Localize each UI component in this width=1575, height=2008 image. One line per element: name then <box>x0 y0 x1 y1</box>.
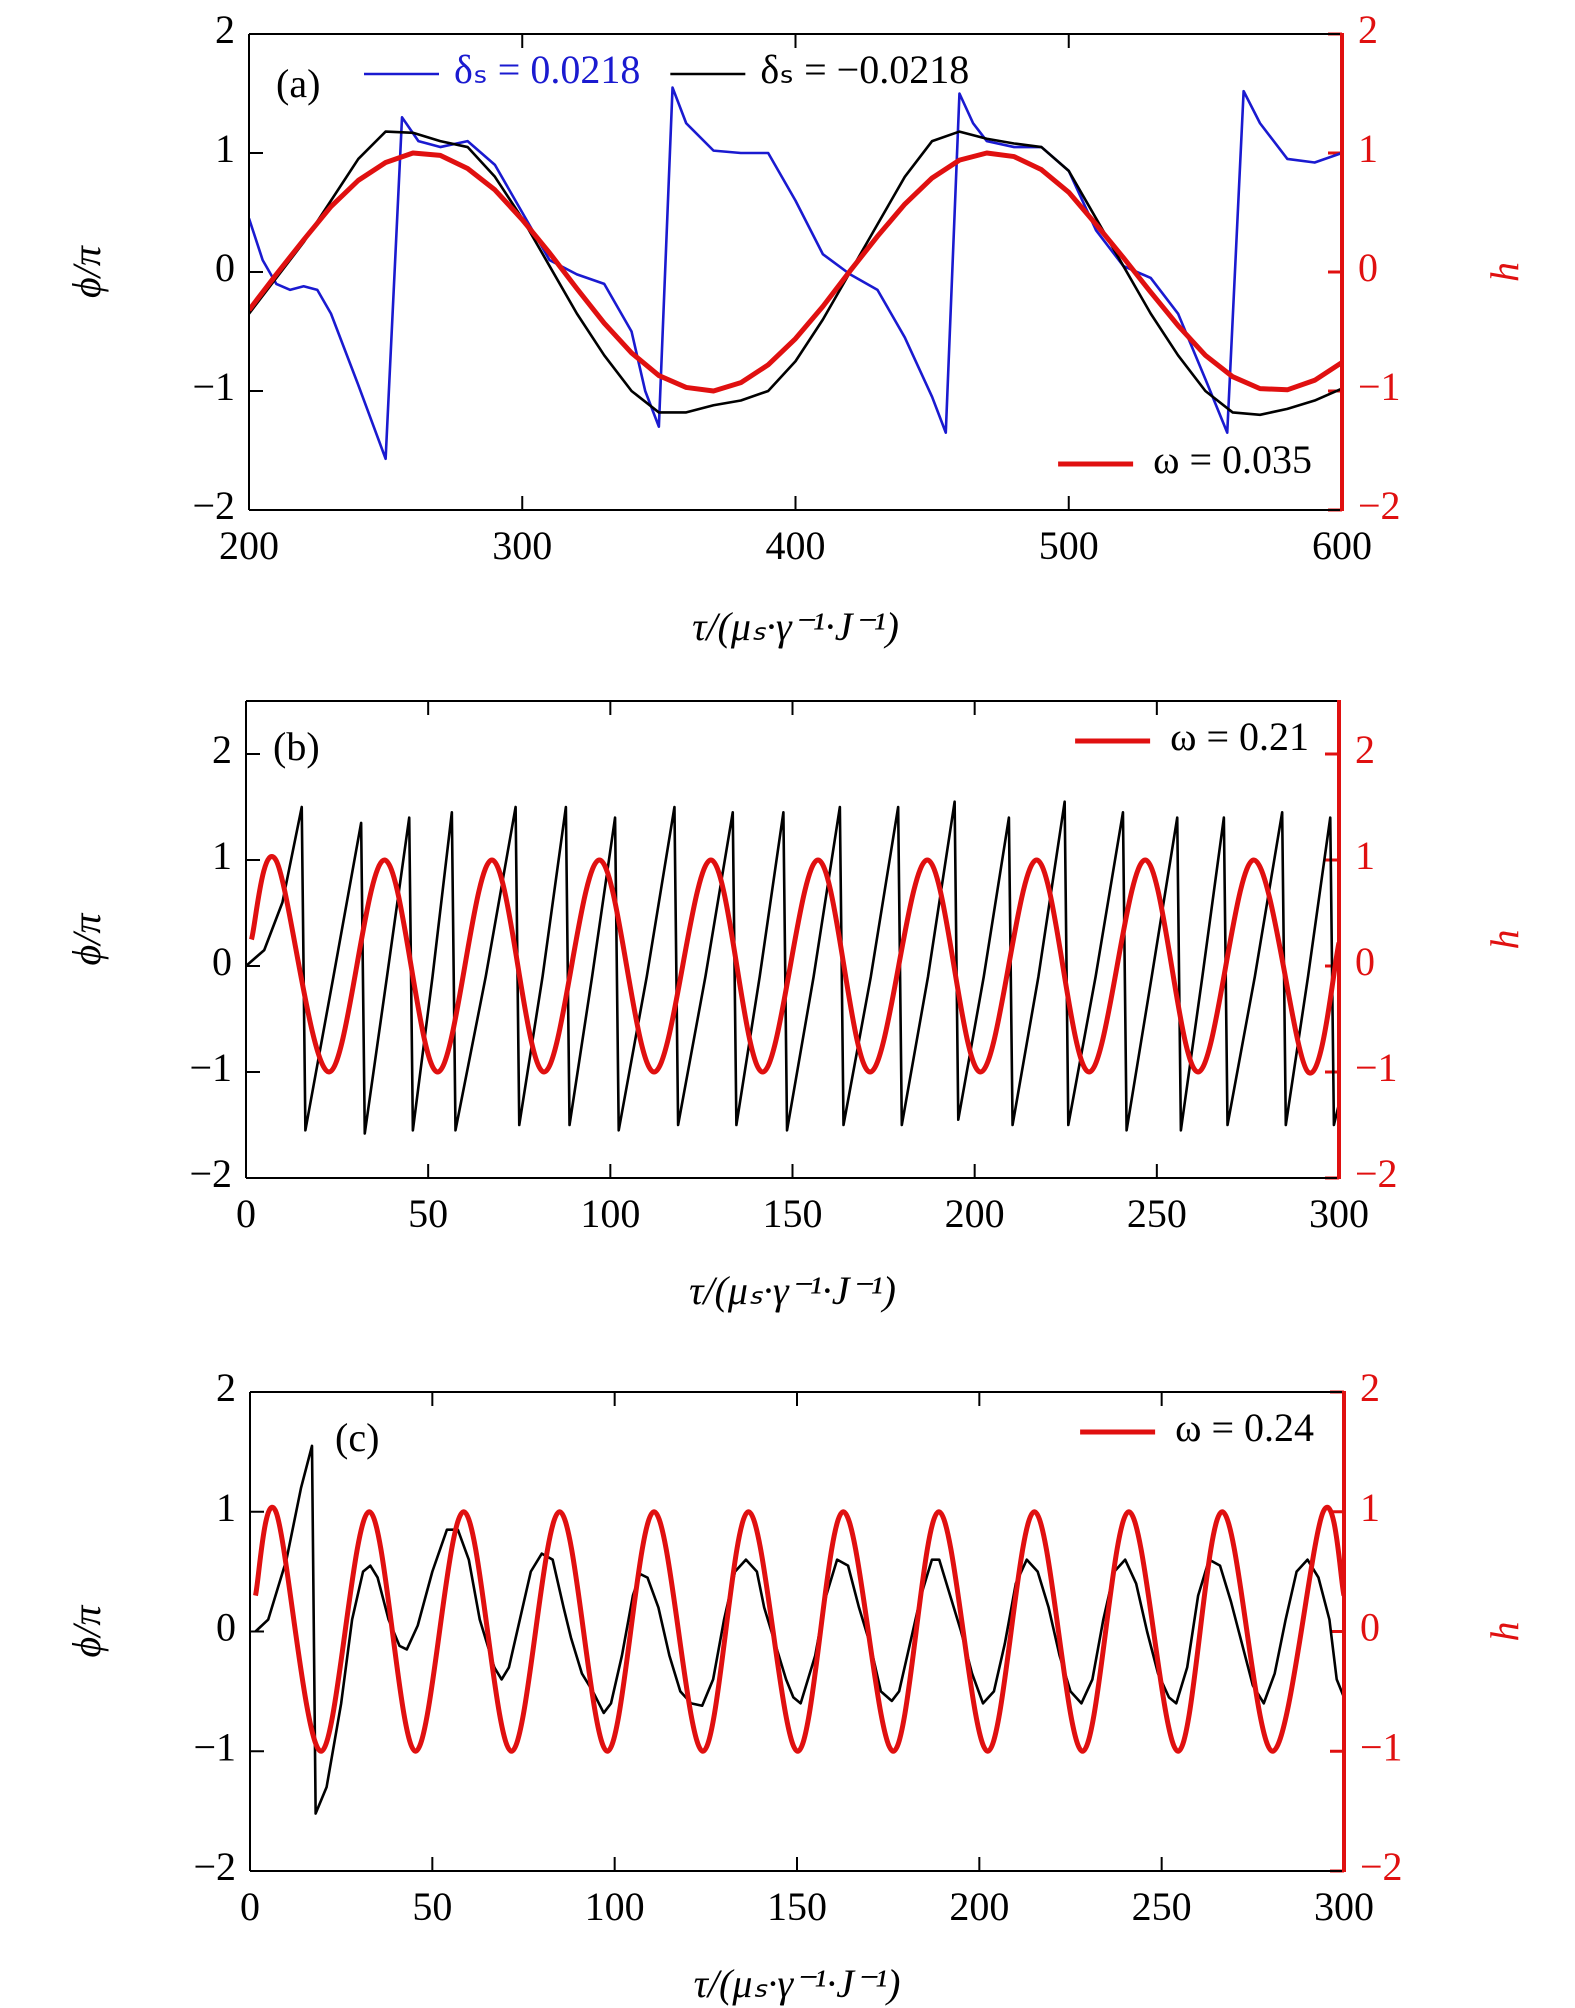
y-tick-label: 1 <box>216 1485 236 1530</box>
y2-tick-label: −1 <box>1360 1724 1403 1769</box>
x-tick-label: 0 <box>240 1884 260 1929</box>
x-tick-label: 50 <box>412 1884 452 1929</box>
series-line <box>249 130 1342 417</box>
y2-tick-label: 0 <box>1360 1605 1380 1650</box>
x-tick-label: 250 <box>1127 1191 1187 1236</box>
panel-label: (c) <box>335 1415 379 1460</box>
x-tick-label: 400 <box>766 523 826 568</box>
legend-label: ω = 0.21 <box>1170 714 1309 759</box>
x-tick-label: 200 <box>219 523 279 568</box>
y-tick-label: 2 <box>212 727 232 772</box>
y-axis-label: ϕ/π <box>64 1605 109 1658</box>
y2-axis-label: h <box>1482 930 1527 950</box>
y2-axis-label: h <box>1482 262 1527 282</box>
y-tick-label: 2 <box>215 7 235 52</box>
y2-tick-label: 1 <box>1360 1485 1380 1530</box>
x-tick-label: 100 <box>580 1191 640 1236</box>
x-tick-label: 300 <box>1309 1191 1369 1236</box>
panel-label: (a) <box>276 61 320 106</box>
x-tick-label: 200 <box>949 1884 1009 1929</box>
x-tick-label: 150 <box>767 1884 827 1929</box>
x-tick-label: 300 <box>1314 1884 1374 1929</box>
y-tick-label: 0 <box>212 939 232 984</box>
legend-label: ω = 0.24 <box>1175 1405 1314 1450</box>
y-tick-label: 0 <box>216 1605 236 1650</box>
y-axis-label: ϕ/π <box>64 245 109 298</box>
x-tick-label: 100 <box>585 1884 645 1929</box>
y-tick-label: −1 <box>193 1724 236 1769</box>
series-line <box>254 1444 1344 1815</box>
series-line <box>253 1505 1344 1754</box>
y-tick-label: −2 <box>189 1151 232 1196</box>
y-tick-label: −1 <box>189 1045 232 1090</box>
y-tick-label: −2 <box>192 483 235 528</box>
y2-tick-label: 2 <box>1355 727 1375 772</box>
legend-label: δₛ = −0.0218 <box>760 47 969 92</box>
y2-tick-label: 2 <box>1360 1365 1380 1410</box>
x-tick-label: 250 <box>1132 1884 1192 1929</box>
legend-label: δₛ = 0.0218 <box>454 47 640 92</box>
y2-tick-label: −2 <box>1355 1151 1398 1196</box>
y-tick-label: 2 <box>216 1365 236 1410</box>
panel-label: (b) <box>273 724 320 769</box>
y2-tick-label: 2 <box>1358 7 1378 52</box>
y-tick-label: −1 <box>192 364 235 409</box>
y-tick-label: −2 <box>193 1844 236 1889</box>
y2-tick-label: 0 <box>1355 939 1375 984</box>
x-tick-label: 300 <box>492 523 552 568</box>
y2-tick-label: −1 <box>1358 364 1401 409</box>
x-axis-label: τ/(μₛ·γ⁻¹·J⁻¹) <box>689 1268 896 1313</box>
x-axis-label: τ/(μₛ·γ⁻¹·J⁻¹) <box>694 1961 901 2006</box>
x-tick-label: 0 <box>236 1191 256 1236</box>
y2-tick-label: −2 <box>1360 1844 1403 1889</box>
y2-tick-label: 0 <box>1358 245 1378 290</box>
y-tick-label: 0 <box>215 245 235 290</box>
y-tick-label: 1 <box>215 126 235 171</box>
x-tick-label: 500 <box>1039 523 1099 568</box>
y2-tick-label: −1 <box>1355 1045 1398 1090</box>
series-line <box>249 854 1339 1076</box>
y2-tick-label: 1 <box>1355 833 1375 878</box>
x-tick-label: 600 <box>1312 523 1372 568</box>
series-line <box>249 150 1342 394</box>
y-tick-label: 1 <box>212 833 232 878</box>
x-tick-label: 200 <box>945 1191 1005 1236</box>
y2-tick-label: 1 <box>1358 126 1378 171</box>
y2-tick-label: −2 <box>1358 483 1401 528</box>
x-tick-label: 50 <box>408 1191 448 1236</box>
x-tick-label: 150 <box>763 1191 823 1236</box>
x-axis-label: τ/(μₛ·γ⁻¹·J⁻¹) <box>692 604 899 649</box>
y-axis-label: ϕ/π <box>64 913 109 966</box>
series-line <box>249 86 1342 461</box>
y2-axis-label: h <box>1482 1622 1527 1642</box>
legend-label: ω = 0.035 <box>1153 437 1312 482</box>
